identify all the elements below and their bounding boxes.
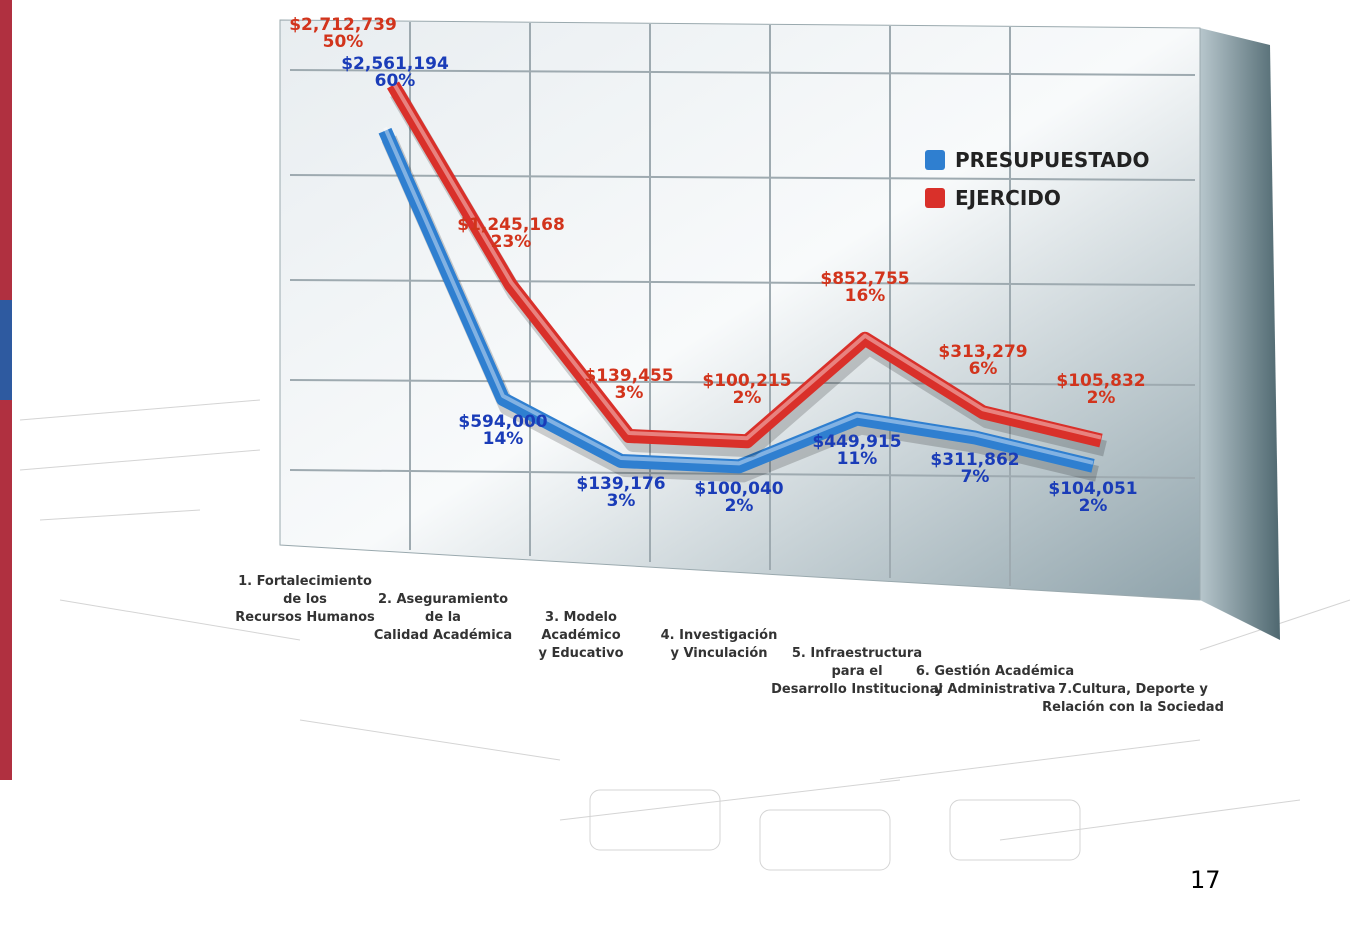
x-tick-label: 2. Aseguramiento de la Calidad Académica: [373, 592, 513, 643]
value-label: $311,862: [930, 450, 1020, 471]
x-tick-label: 6. Gestión Académica y Administrativa: [915, 664, 1075, 697]
x-tick-label: 1. Fortalecimiento de los Recursos Human…: [235, 574, 375, 625]
value-label: $100,215: [702, 371, 792, 392]
share-label: 50%: [322, 32, 364, 52]
share-label: 11%: [836, 448, 878, 469]
value-label: $139,176: [576, 474, 666, 495]
panel: [279, 19, 1201, 601]
share-label: 6%: [968, 359, 998, 380]
legend-label: PRESUPUESTADO: [955, 148, 1150, 172]
x-tick-label: 4. Investigación y Vinculación: [660, 628, 778, 661]
share-label: 3%: [614, 382, 644, 403]
value-label: $1,245,168: [457, 215, 565, 236]
value-label: $139,455: [584, 365, 674, 386]
share-label: 2%: [1086, 387, 1116, 408]
share-label: 23%: [490, 232, 532, 253]
x-tick-label: 3. Modelo Académico y Educativo: [538, 610, 624, 661]
share-label: 60%: [374, 70, 416, 91]
share-label: 7%: [960, 467, 990, 488]
value-label: $2,561,194: [341, 53, 449, 74]
value-label: $852,755: [820, 268, 910, 289]
panel-side: [1200, 28, 1280, 640]
value-label: $100,040: [694, 479, 784, 500]
legend-label: EJERCIDO: [955, 186, 1061, 210]
side-stripe: [0, 300, 12, 400]
share-label: 16%: [844, 285, 886, 306]
share-label: 14%: [482, 428, 524, 449]
value-label: $2,712,739: [289, 15, 397, 35]
x-tick-label: 5. Infraestructura para el Desarrollo In…: [771, 646, 943, 697]
line-highlight: [391, 80, 1102, 441]
x-tick-label: 7.Cultura, Deporte y Relación con la Soc…: [1042, 682, 1224, 715]
share-label: 2%: [732, 388, 762, 409]
value-label: $449,915: [812, 431, 902, 452]
line-highlight: [383, 126, 1094, 466]
legend-swatch: [925, 188, 945, 208]
value-label: $104,051: [1048, 478, 1138, 499]
share-label: 2%: [1078, 495, 1108, 516]
value-label: $105,832: [1056, 370, 1146, 391]
share-label: 2%: [724, 496, 754, 517]
line: [386, 81, 1103, 449]
line: [378, 127, 1095, 474]
legend-swatch: [925, 150, 945, 170]
share-label: 3%: [606, 491, 636, 512]
page-number: 17: [1190, 866, 1221, 894]
value-label: $594,000: [458, 411, 548, 432]
value-label: $313,279: [938, 342, 1028, 363]
